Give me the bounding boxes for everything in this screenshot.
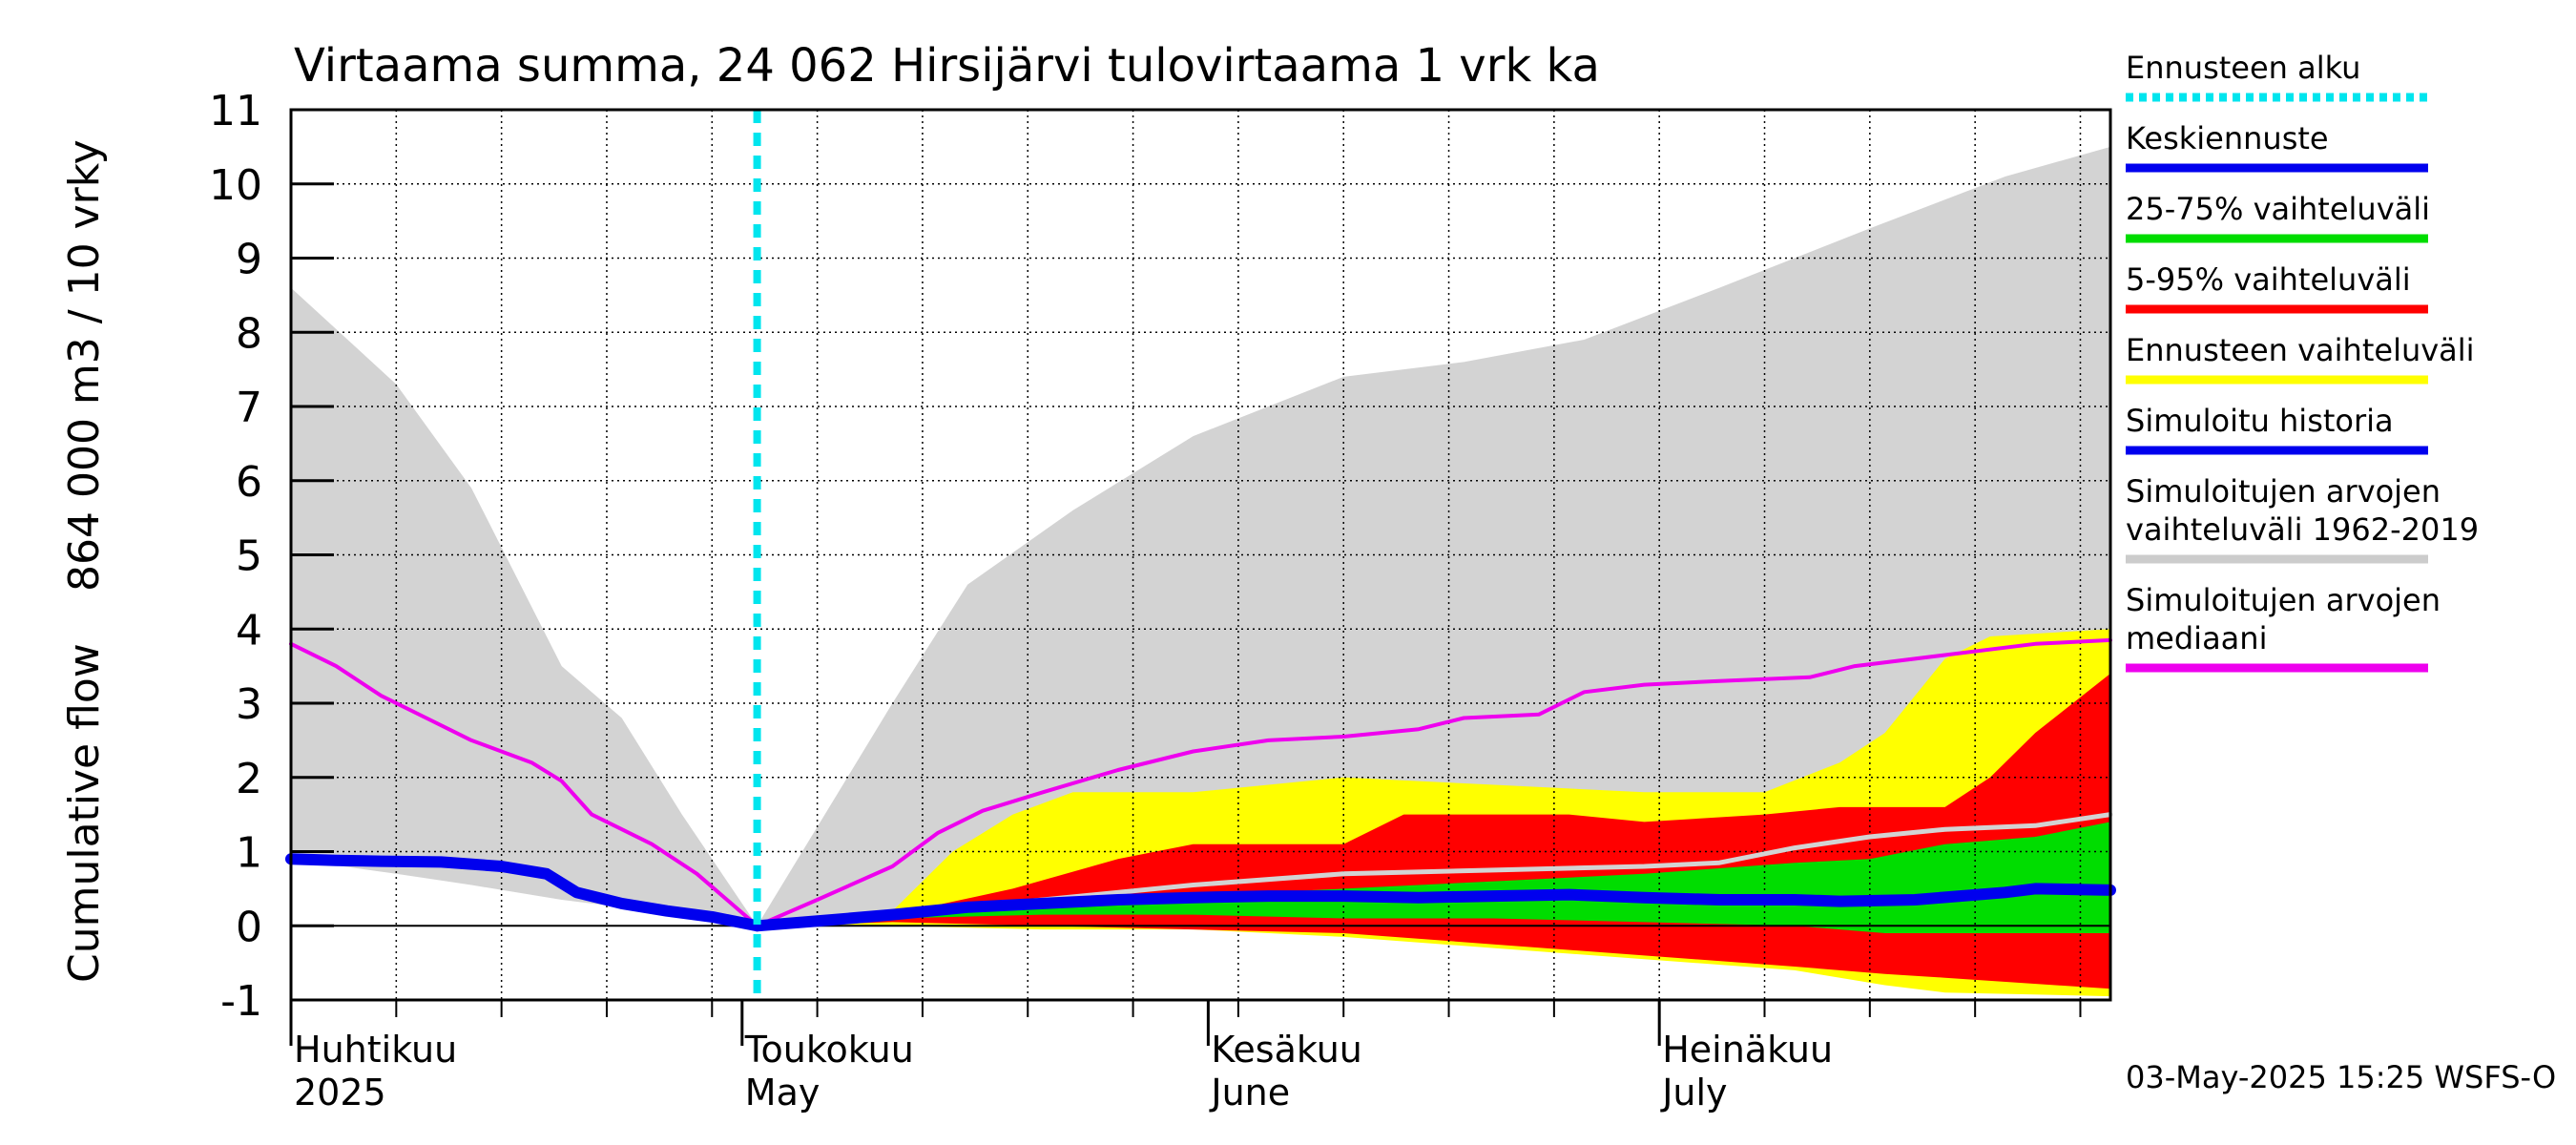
month-label-fi: Huhtikuu: [294, 1029, 457, 1071]
month-label-en: June: [1209, 1072, 1290, 1114]
timestamp-footer: 03-May-2025 15:25 WSFS-O: [2126, 1059, 2556, 1095]
legend-item: Keskiennuste: [2126, 120, 2428, 173]
legend-label: mediaani: [2126, 620, 2267, 656]
legend-label: Simuloitujen arvojen: [2126, 473, 2441, 510]
y-tick-label: 9: [236, 236, 262, 284]
month-label-fi: Heinäkuu: [1662, 1029, 1833, 1071]
y-tick-label: 3: [236, 680, 262, 729]
y-tick-label: 1: [236, 829, 262, 878]
legend-label: 5-95% vaihteluväli: [2126, 261, 2411, 298]
y-tick-label: 4: [236, 606, 262, 655]
legend-label: 25-75% vaihteluväli: [2126, 191, 2430, 227]
simulated-median-line: [289, 637, 2112, 928]
legend-label: vaihteluväli 1962-2019: [2126, 511, 2479, 548]
legend-label: Keskiennuste: [2126, 120, 2329, 156]
month-label-en: July: [1660, 1072, 1727, 1114]
mean-forecast-line: [751, 883, 2116, 932]
month-label-fi: Kesäkuu: [1211, 1029, 1362, 1071]
y-tick-label: 11: [209, 87, 262, 135]
simulated-history-line: [285, 853, 763, 932]
historical-range-area-after: [757, 146, 2110, 926]
y-tick-label: 7: [236, 384, 262, 432]
legend-item: 25-75% vaihteluväli: [2126, 191, 2430, 243]
y-axis-label-bottom: Cumulative flow: [60, 643, 109, 983]
legend-item: Ennusteen vaihteluväli: [2126, 332, 2475, 385]
legend-item: 5-95% vaihteluväli: [2126, 261, 2428, 314]
y-tick-label: 5: [236, 532, 262, 581]
y-axis-label-top: 864 000 m3 / 10 vrky: [60, 139, 109, 592]
y-tick-label: 10: [209, 161, 262, 210]
y-tick-label: -1: [220, 977, 262, 1026]
y-tick-label: 0: [236, 903, 262, 951]
month-label-fi: Toukokuu: [744, 1029, 914, 1071]
month-label-en: 2025: [294, 1072, 386, 1114]
legend-item: Simuloitu historia: [2126, 403, 2428, 455]
y-tick-label: 2: [236, 755, 262, 803]
legend-label: Simuloitujen arvojen: [2126, 582, 2441, 618]
historical-range-area-before: [291, 287, 758, 926]
legend-label: Ennusteen vaihteluväli: [2126, 332, 2475, 368]
y-tick-label: 8: [236, 309, 262, 358]
legend-item: Ennusteen alku: [2126, 50, 2428, 102]
y-tick-label: 6: [236, 458, 262, 507]
chart-title: Virtaama summa, 24 062 Hirsijärvi tulovi…: [294, 39, 1600, 93]
legend-label: Ennusteen alku: [2126, 50, 2360, 86]
legend-label: Simuloitu historia: [2126, 403, 2394, 439]
legend: Ennusteen alku Keskiennuste 25-75% vaihtel…: [2126, 50, 2479, 673]
month-label-en: May: [745, 1072, 821, 1114]
